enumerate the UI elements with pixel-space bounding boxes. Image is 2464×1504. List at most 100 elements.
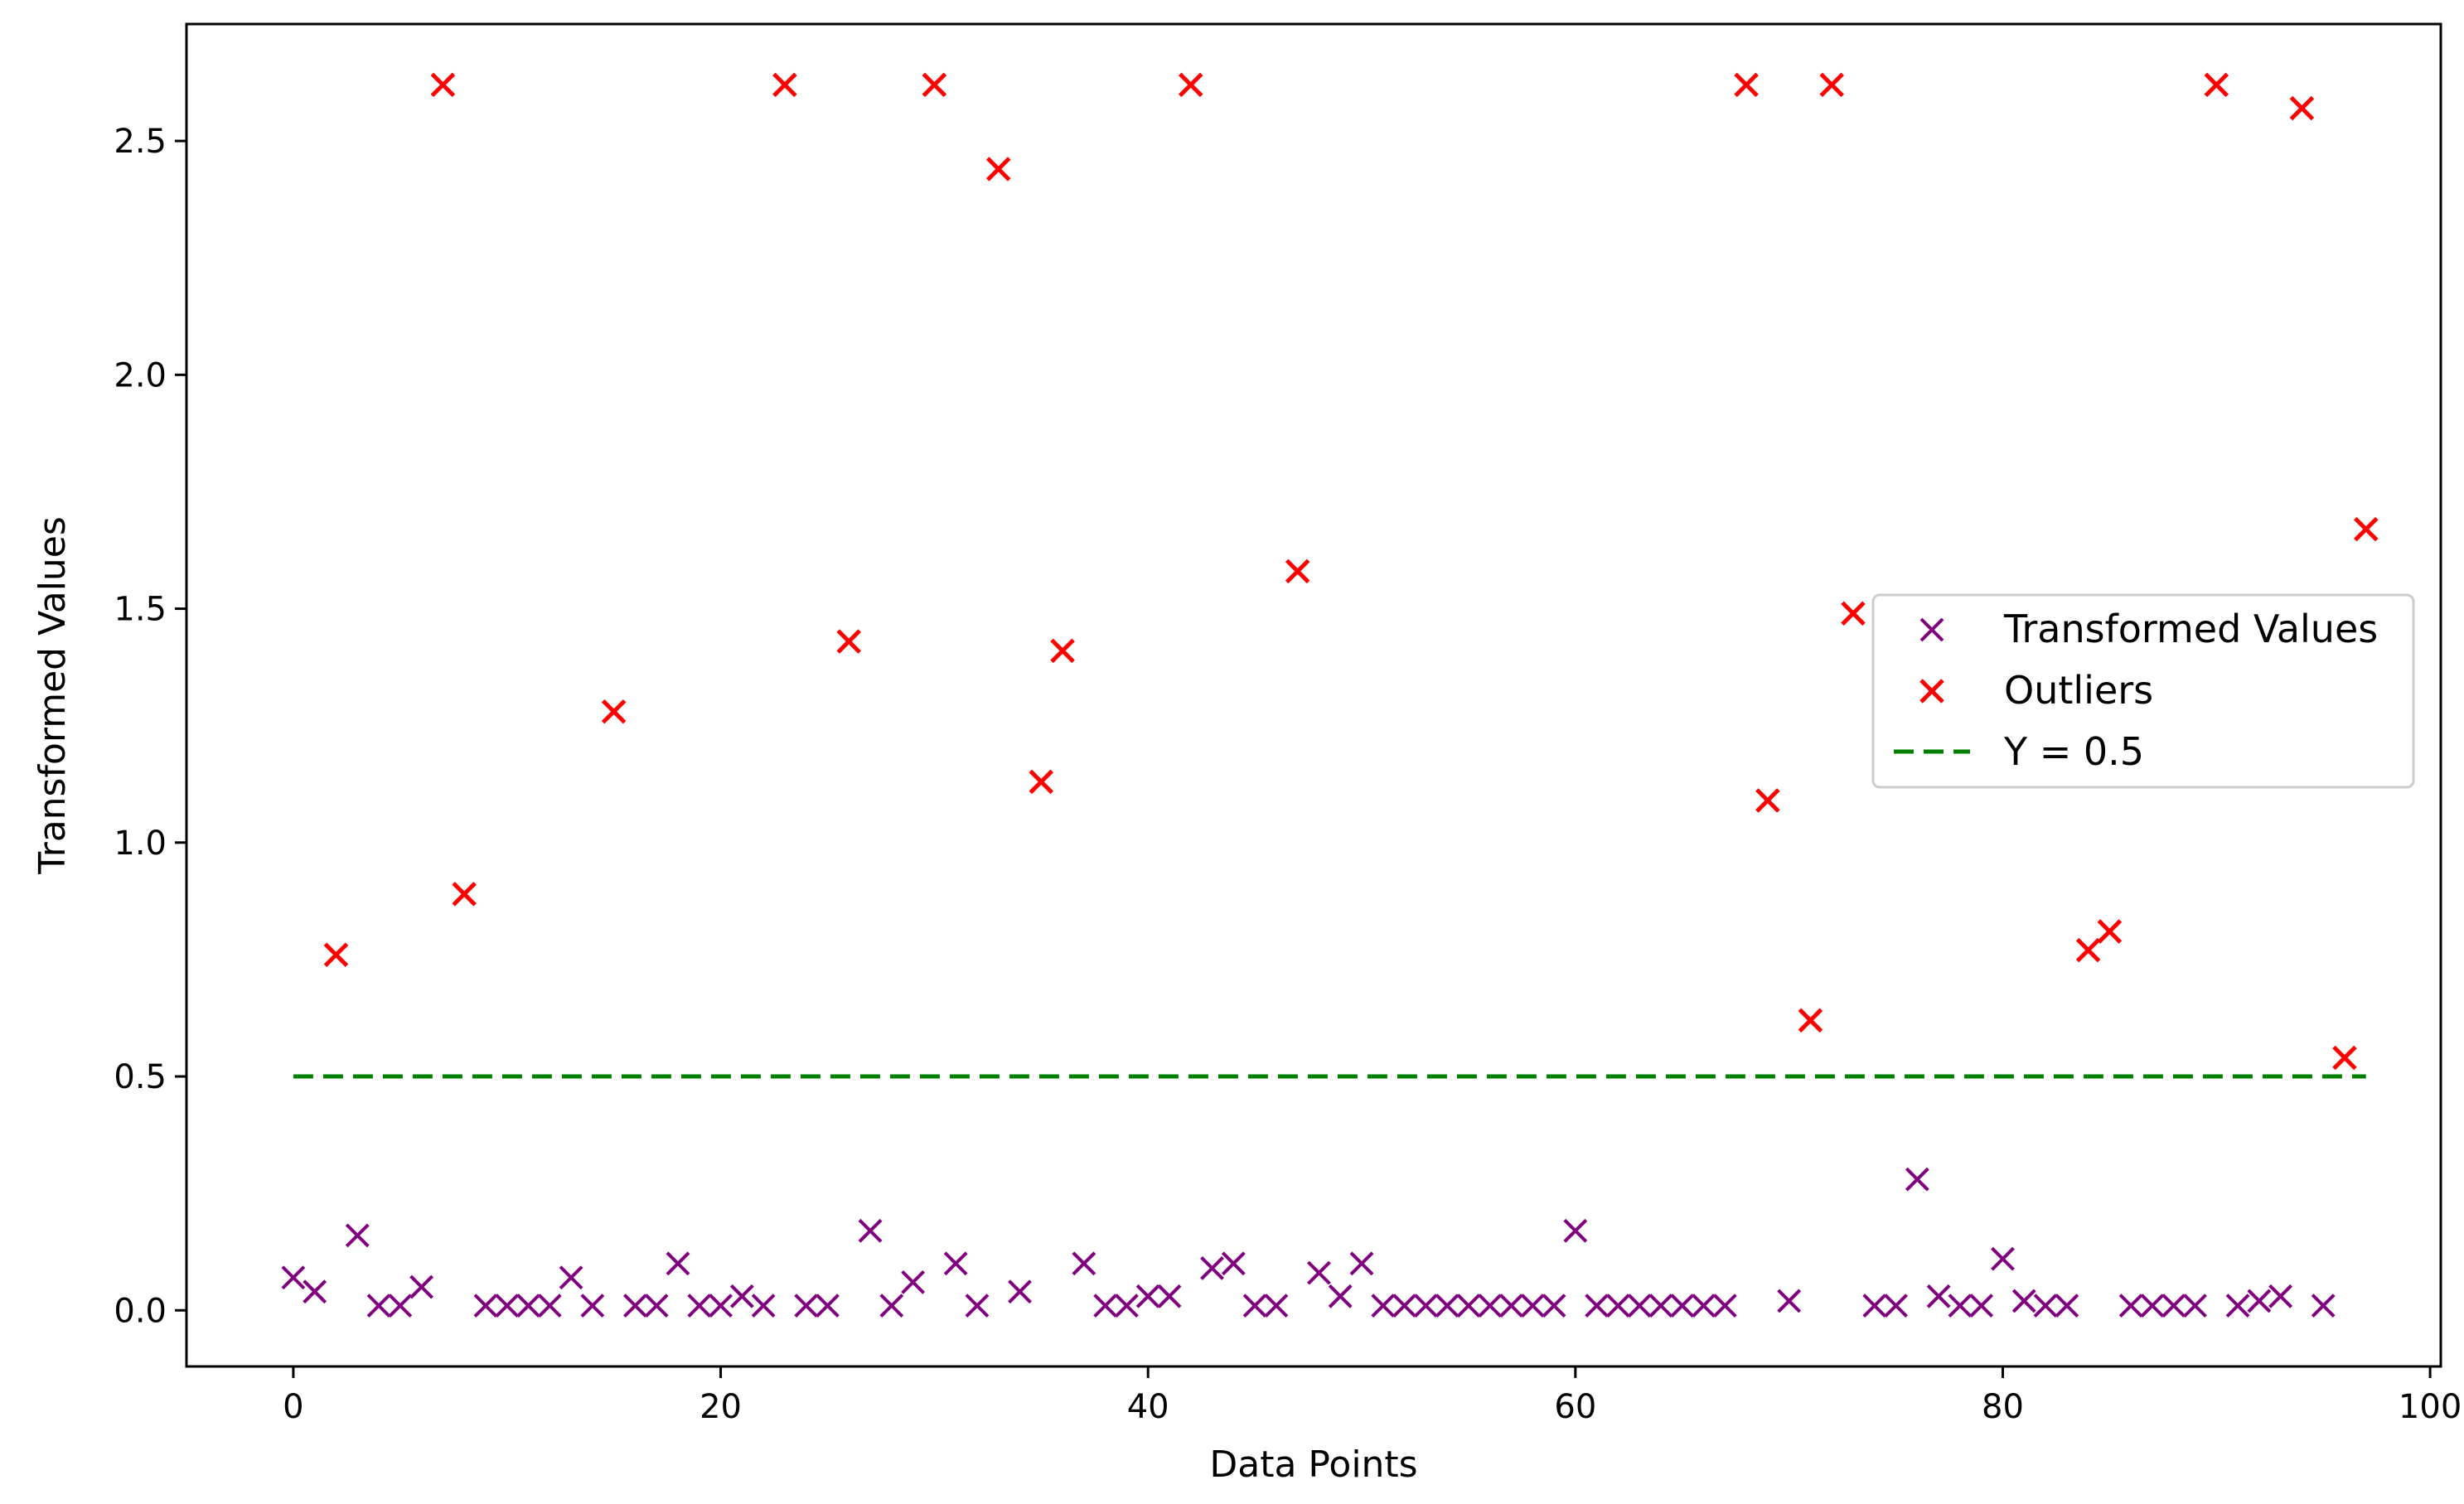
outlier-point-stroke [1734,72,1759,98]
transformed-value-point-stroke [901,1269,926,1294]
transformed-value-point-stroke [303,1279,327,1304]
transformed-value-point-stroke [1648,1294,1673,1318]
transformed-value-point [1307,1260,1331,1285]
transformed-value-point-stroke [409,1274,434,1299]
transformed-value-point-stroke [1563,1218,1588,1243]
y-tick-label: 2.5 [114,123,167,161]
transformed-value-point [559,1265,583,1290]
outlier-point [323,942,349,968]
outlier-point-stroke [430,72,456,98]
outlier-point-stroke [1285,559,1310,584]
transformed-value-point [1221,1251,1246,1276]
transformed-value-point-stroke [816,1294,840,1318]
outlier-point-stroke [1841,601,1866,626]
outlier-point [1178,72,1203,98]
transformed-value-point-stroke [1627,1294,1652,1318]
transformed-value-point-stroke [794,1294,819,1318]
transformed-value-point [2011,1289,2036,1313]
y-axis: 0.0 0.5 1.0 1.5 2.0 2.5 [114,123,186,1330]
y-tick-label: 0.0 [114,1292,167,1330]
transformed-value-point [794,1294,819,1318]
transformed-value-point [1200,1256,1224,1280]
transformed-value-point [1884,1294,1908,1318]
outlier-point [452,882,477,907]
transformed-value-point [2161,1294,2186,1318]
transformed-value-point [1777,1289,1802,1313]
outlier-point-stroke [836,629,862,654]
transformed-value-point-stroke [473,1294,498,1318]
transformed-value-point [2183,1294,2207,1318]
outlier-point [1285,559,1310,584]
transformed-value-point-stroke [2225,1294,2250,1318]
transformed-value-point [687,1294,712,1318]
outlier-point-stroke [1178,72,1203,98]
transformed-value-point [1563,1218,1588,1243]
transformed-value-point [366,1294,391,1318]
y-tick-label: 2.0 [114,356,167,394]
transformed-value-point [623,1294,647,1318]
transformed-value-point-stroke [858,1218,883,1243]
y-axis-label: Transformed Values [31,516,74,875]
transformed-value-point-stroke [2118,1294,2143,1318]
transformed-value-point [2055,1294,2079,1318]
transformed-value-point [666,1251,690,1276]
y-tick-label: 1.0 [114,825,167,863]
transformed-value-point-stroke [879,1294,904,1318]
transformed-value-point-stroke [1328,1284,1353,1308]
transformed-value-point-stroke [580,1294,605,1318]
transformed-value-point [1349,1251,1374,1276]
outlier-point-stroke [1029,769,1054,795]
transformed-value-point [858,1218,883,1243]
transformed-value-point [1072,1251,1096,1276]
transformed-value-point [303,1279,327,1304]
transformed-value-point-stroke [729,1284,754,1308]
transformed-value-point-stroke [1264,1294,1289,1318]
outlier-point [2097,919,2123,944]
y-tick-label: 0.5 [114,1058,167,1096]
transformed-value-point-stroke [709,1294,733,1318]
transformed-value-point-stroke [1605,1294,1630,1318]
outlier-point [1029,769,1054,795]
transformed-value-point-stroke [559,1265,583,1290]
outlier-point-stroke [2289,95,2315,121]
outlier-point-stroke [2097,919,2123,944]
transformed-value-point [1692,1294,1716,1318]
transformed-value-point [644,1294,669,1318]
transformed-value-point-stroke [1478,1294,1503,1318]
transformed-value-point [1627,1294,1652,1318]
outlier-point [1819,72,1844,98]
transformed-value-point-stroke [1926,1284,1951,1308]
outlier-point [836,629,862,654]
transformed-value-point-stroke [687,1294,712,1318]
transformed-value-point [751,1294,776,1318]
transformed-value-point-stroke [1884,1294,1908,1318]
outlier-point-stroke [601,699,627,724]
transformed-value-point [1862,1294,1887,1318]
legend-x-red [1919,679,1944,704]
x-tick-label: 40 [1127,1388,1169,1426]
transformed-value-point [816,1294,840,1318]
transformed-value-point [516,1294,540,1318]
plot-area-frame [185,22,2442,1368]
transformed-value-point-stroke [1948,1294,1973,1318]
outlier-point [1841,601,1866,626]
transformed-value-point-stroke [281,1265,306,1290]
transformed-value-point-stroke [388,1294,413,1318]
transformed-value-point-stroke [1692,1294,1716,1318]
x-tick-label: 20 [700,1388,742,1426]
transformed-value-point [965,1294,990,1318]
transformed-value-point [1948,1294,1973,1318]
outlier-point-stroke [2332,1045,2357,1071]
legend-x-purple [1919,617,1944,642]
transformed-value-point-stroke [1392,1294,1416,1318]
transformed-value-point-stroke [1413,1294,1438,1318]
transformed-value-point-stroke [1242,1294,1267,1318]
transformed-value-point [1435,1294,1460,1318]
legend-label-reference-line: Y = 0.5 [2003,729,2144,774]
transformed-value-point [1499,1294,1523,1318]
transformed-value-point-stroke [943,1251,968,1276]
legend-label-outliers: Outliers [2004,668,2153,713]
transformed-value-point [1242,1294,1267,1318]
transformed-value-point-stroke [1542,1294,1566,1318]
outlier-point-stroke [2075,937,2101,963]
